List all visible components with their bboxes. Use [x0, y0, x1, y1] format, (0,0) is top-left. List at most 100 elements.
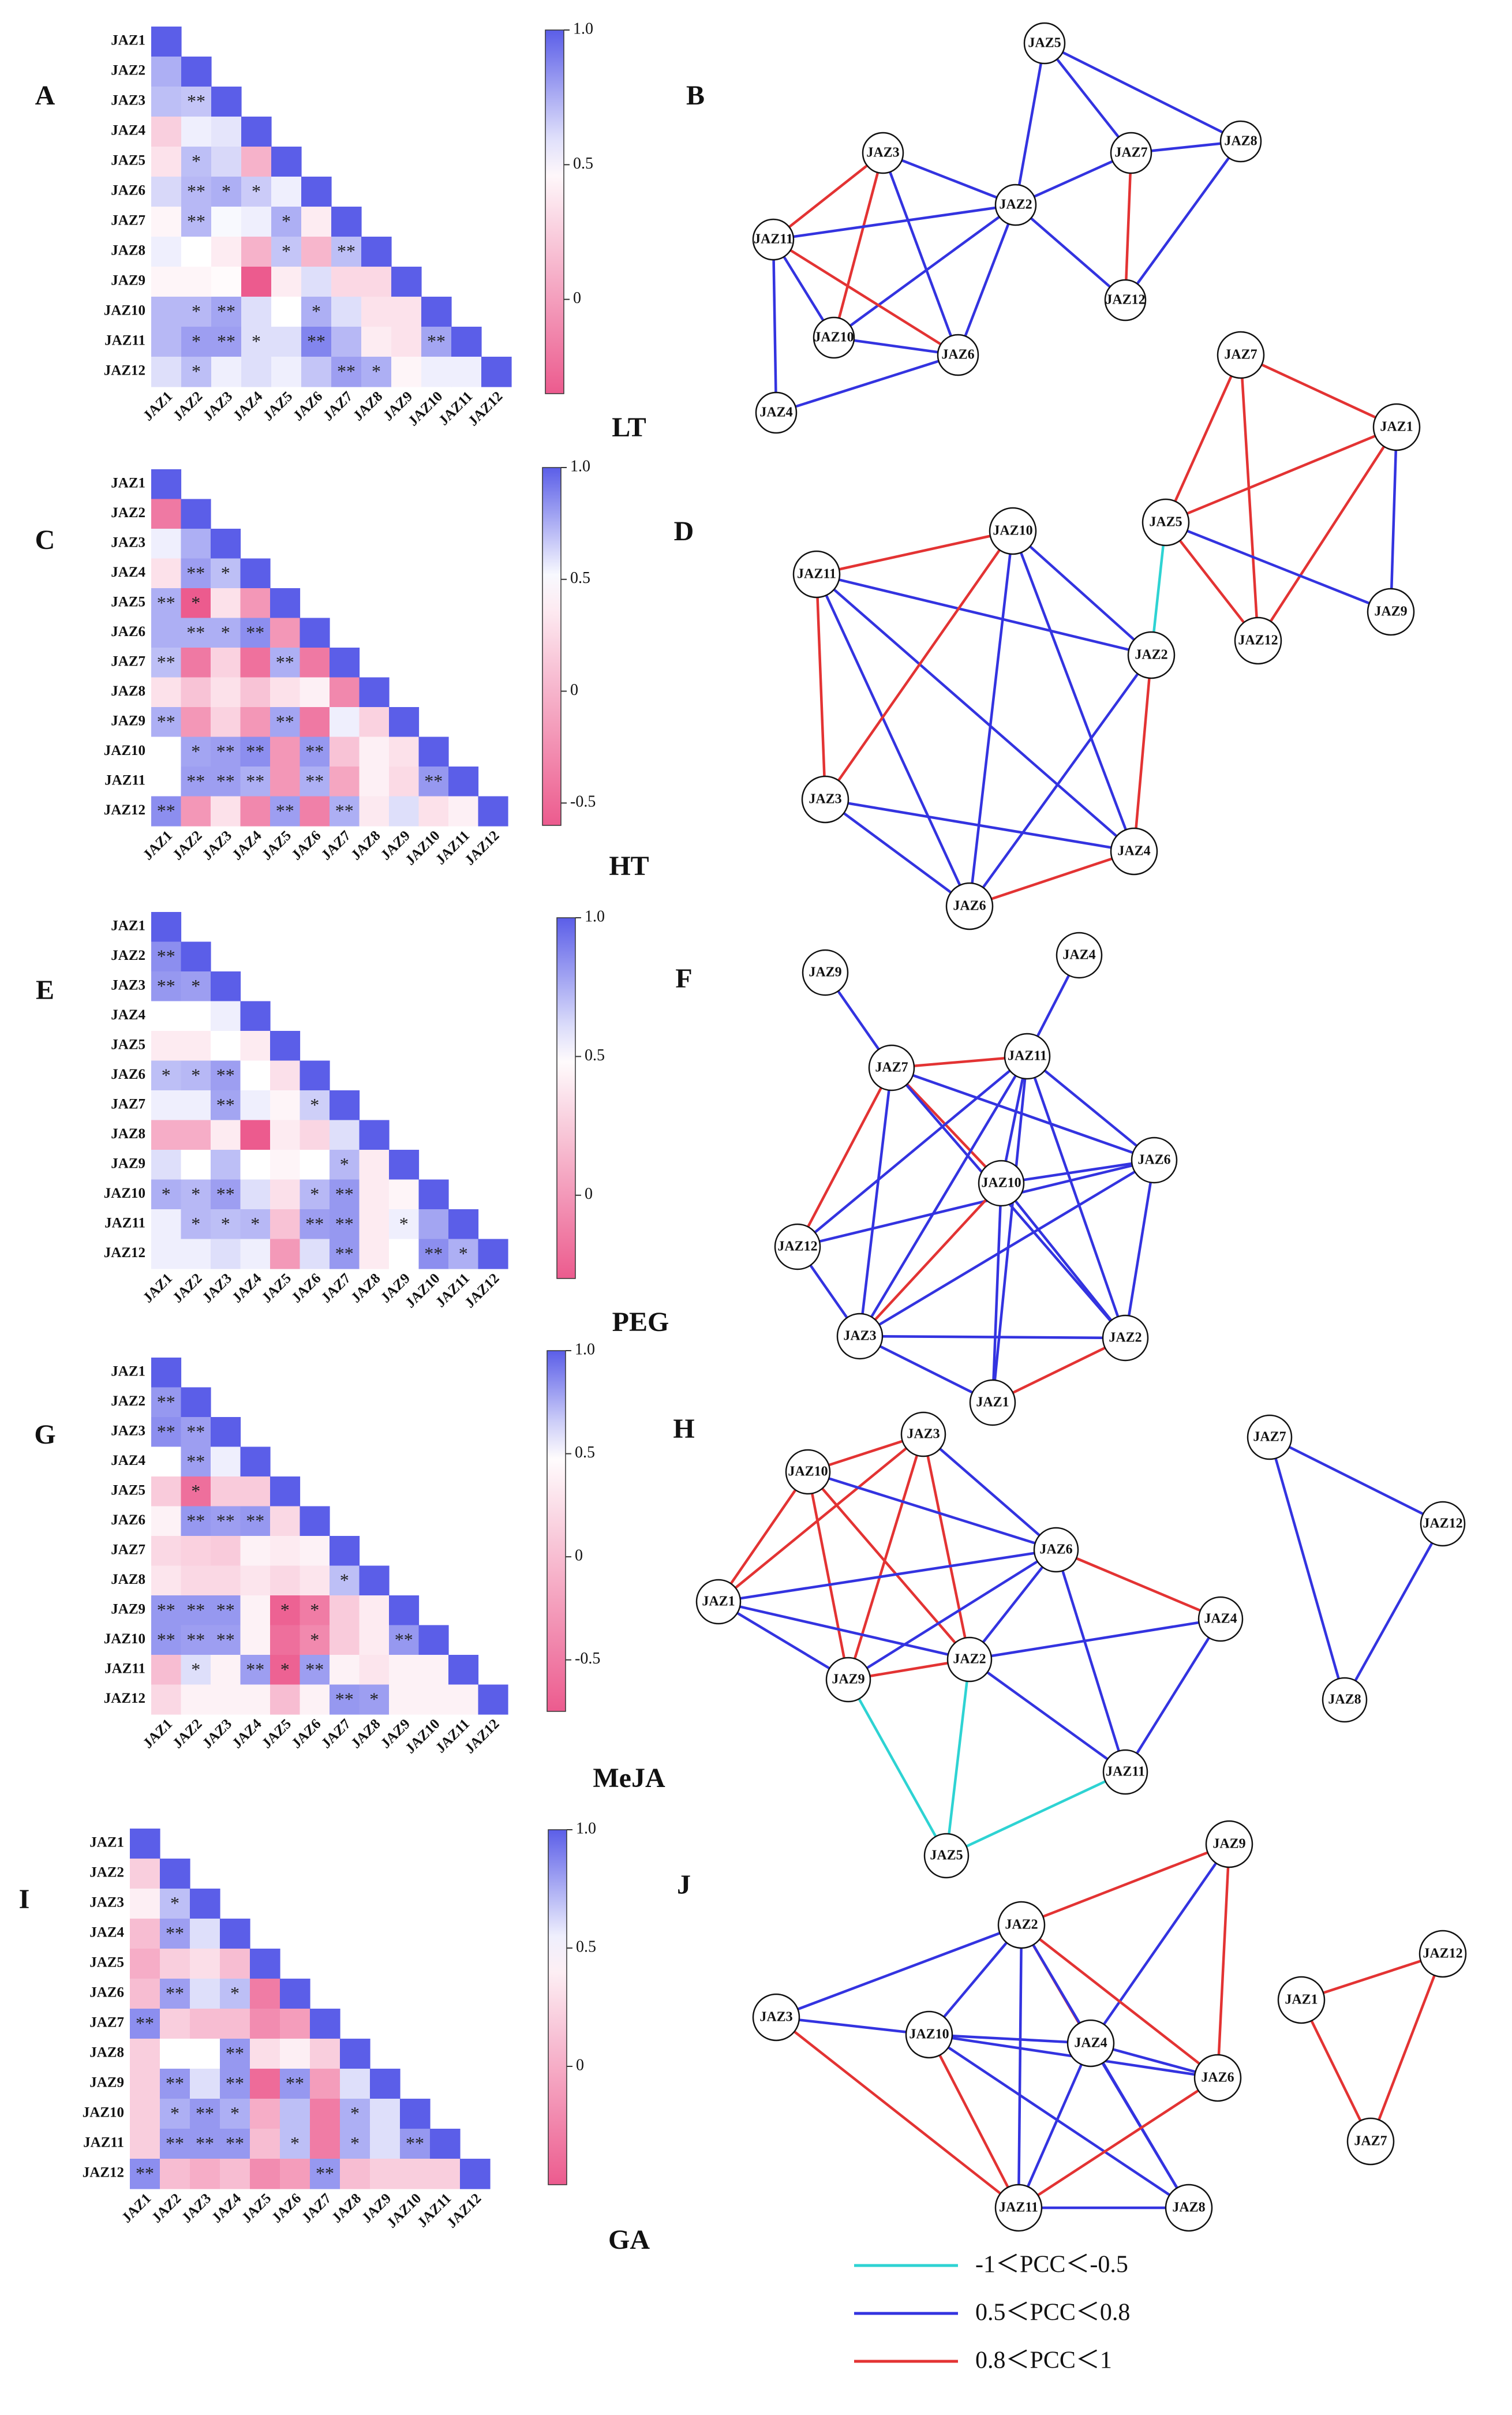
column-label: JAZ1: [140, 1716, 175, 1751]
network-panel-B: B JAZ5 JAZ3 JAZ7 JAZ8 JAZ11 JAZ2 JAZ10 JAZ6 JAZ12…: [686, 22, 1262, 434]
heatmap-cell: [151, 1239, 182, 1269]
heatmap-cell: [418, 796, 449, 827]
heatmap-cell: [300, 1209, 330, 1240]
heatmap-cell: [418, 1655, 449, 1685]
heatmap-cell: [181, 1655, 211, 1685]
row-label: JAZ7: [111, 213, 145, 229]
heatmap-cell: [359, 1625, 390, 1655]
heatmap-cell: [151, 87, 182, 117]
heatmap-cell: [181, 1239, 211, 1269]
column-label: JAZ8: [350, 388, 386, 424]
heatmap-cell: [359, 1150, 390, 1180]
heatmap-cell: [250, 2069, 280, 2099]
heatmap-cell: [240, 558, 271, 589]
heatmap-cell: [280, 2129, 310, 2159]
heatmap-cell: [181, 767, 211, 797]
heatmap-cell: [301, 237, 332, 267]
row-label: JAZ8: [111, 1572, 145, 1587]
network-edge: [1021, 1842, 1230, 1927]
network-node-label: JAZ1: [976, 1395, 1009, 1410]
column-label: JAZ2: [170, 828, 205, 863]
heatmap-cell: [310, 2069, 340, 2099]
significance-mark: **: [427, 331, 446, 352]
row-label: JAZ7: [111, 653, 145, 669]
network-panel-D: D JAZ7 JAZ1 JAZ5 JAZ10 JAZ11 JAZ9 JAZ12 JAZ2 JAZ3…: [674, 331, 1421, 930]
network-edge: [1343, 1523, 1444, 1701]
heatmap-cell: [359, 707, 390, 738]
heatmap-cell: [240, 648, 271, 678]
heatmap-cell: [130, 2009, 160, 2039]
network-node: [994, 2184, 1043, 2232]
heatmap-cell: [340, 2129, 370, 2159]
colorbar: [542, 467, 562, 826]
row-label: JAZ12: [104, 802, 145, 818]
network-node: [813, 316, 855, 359]
heatmap-cell: [211, 1031, 241, 1061]
heatmap-cell: [340, 2099, 370, 2129]
heatmap-cell: [340, 2039, 370, 2069]
significance-mark: **: [246, 1510, 264, 1531]
heatmap-cell: [211, 147, 242, 177]
column-label: JAZ10: [402, 1270, 443, 1311]
row-label: JAZ12: [104, 1245, 145, 1261]
row-label: JAZ4: [111, 565, 145, 580]
heatmap-cell: [241, 297, 272, 327]
column-label: JAZ10: [384, 2190, 424, 2231]
significance-mark: **: [186, 562, 205, 583]
panel-letter-D: D: [674, 516, 694, 547]
column-label: JAZ6: [269, 2190, 304, 2226]
heatmap-cell: [389, 1625, 420, 1655]
heatmap-cell: [151, 1655, 182, 1685]
heatmap-cell: [418, 737, 449, 767]
network-node: [801, 775, 849, 824]
significance-mark: *: [250, 1213, 260, 1234]
column-label: JAZ5: [239, 2190, 274, 2226]
heatmap-cell: [181, 1060, 211, 1091]
heatmap-cell: [448, 796, 479, 827]
colorbar: [548, 1829, 567, 2185]
row-label: JAZ2: [111, 63, 145, 78]
heatmap-cell: [240, 677, 271, 708]
network-edge: [815, 573, 1135, 853]
heatmap-cell: [340, 2069, 370, 2099]
colorbar-tick-label: 1.0: [576, 1819, 596, 1837]
heatmap-cell: [241, 147, 272, 177]
significance-mark: **: [186, 1451, 205, 1471]
colorbar-tick-label: 0.5: [575, 1444, 595, 1461]
significance-mark: *: [280, 1599, 290, 1620]
heatmap-cell: [211, 618, 241, 648]
heatmap-cell: [300, 618, 330, 648]
network-edge: [922, 1433, 1057, 1551]
significance-mark: **: [216, 1629, 235, 1650]
significance-mark: *: [290, 2133, 300, 2154]
heatmap-cell: [270, 707, 301, 738]
network-node: [1066, 2019, 1115, 2068]
heatmap-cell: [300, 767, 330, 797]
network-edge: [1300, 1999, 1372, 2142]
significance-mark: *: [162, 1064, 171, 1085]
row-label: JAZ2: [111, 1393, 145, 1409]
column-label: JAZ1: [119, 2190, 154, 2226]
legend-label: -1＜PCC＜-0.5: [975, 2252, 1128, 2278]
heatmap-cell: [151, 1090, 182, 1121]
network-edge: [1257, 426, 1398, 642]
significance-mark: **: [226, 2043, 244, 2063]
network-node: [997, 1901, 1046, 1949]
heatmap-cell: [310, 2159, 340, 2189]
heatmap-cell: [240, 1476, 271, 1507]
heatmap-cell: [300, 1060, 330, 1091]
significance-mark: *: [282, 241, 291, 261]
heatmap-cell: [330, 1595, 360, 1626]
significance-mark: *: [192, 331, 201, 352]
significance-mark: **: [335, 1688, 354, 1709]
significance-mark: *: [340, 1154, 349, 1175]
heatmap-cell: [181, 1446, 211, 1477]
network-edge: [1268, 1435, 1444, 1526]
column-label: JAZ3: [200, 1716, 235, 1751]
heatmap-cell: [190, 2039, 220, 2069]
heatmap-cell: [330, 1536, 360, 1567]
network-node-label: JAZ11: [1008, 1049, 1047, 1064]
network-node: [752, 218, 795, 261]
row-label: JAZ2: [111, 505, 145, 521]
network-edge: [824, 530, 1014, 801]
